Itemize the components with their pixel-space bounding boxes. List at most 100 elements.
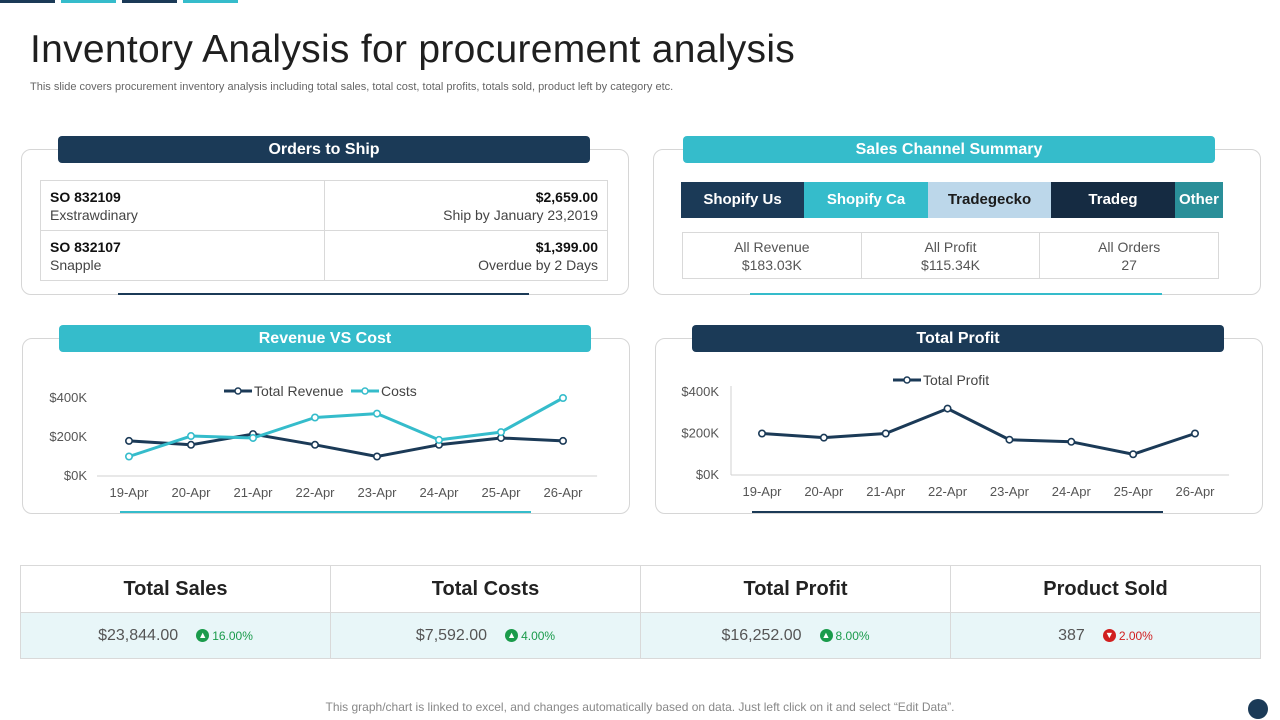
y-tick-label: $400K [49, 390, 87, 405]
profit-heading: Total Profit [692, 325, 1224, 352]
arrow-up-icon: ▲ [196, 629, 210, 642]
order-id: SO 832109 [50, 188, 121, 205]
channels-panel [653, 149, 1261, 295]
top-accent-2 [61, 0, 116, 3]
data-point [558, 393, 567, 402]
legend-label: Costs [381, 383, 417, 399]
table-row[interactable]: SO 832107 Snapple $1,399.00 Overdue by 2… [40, 230, 608, 281]
y-tick-label: $200K [681, 426, 719, 441]
order-cell: SO 832107 Snapple [40, 230, 325, 281]
data-point [125, 452, 134, 461]
data-point [1129, 450, 1138, 459]
kpi-change-value: 16.00% [212, 628, 253, 643]
x-tick-label: 25-Apr [1114, 484, 1154, 499]
revenue-underline [120, 511, 531, 513]
data-point [881, 429, 890, 438]
arrow-down-icon: ▼ [1102, 629, 1116, 642]
data-point [1067, 437, 1076, 446]
data-point [187, 440, 196, 449]
data-point [1005, 435, 1014, 444]
data-point [249, 433, 258, 442]
data-point [943, 404, 952, 413]
stat-label: All Orders [1098, 239, 1161, 255]
channel-tabs: Shopify Us Shopify Ca Tradegecko Tradeg … [681, 182, 1223, 218]
x-tick-label: 20-Apr [171, 485, 211, 500]
tab-other[interactable]: Other [1175, 182, 1223, 218]
x-tick-label: 20-Apr [804, 484, 844, 499]
legend-marker [903, 376, 911, 384]
tab-tradegecko[interactable]: Tradegecko [928, 182, 1051, 218]
tab-tradeg[interactable]: Tradeg [1051, 182, 1175, 218]
kpi-value: 387 [1058, 626, 1085, 644]
x-tick-label: 22-Apr [928, 484, 968, 499]
x-tick-label: 23-Apr [990, 484, 1030, 499]
y-tick-label: $400K [681, 384, 719, 399]
data-point [757, 429, 766, 438]
x-tick-label: 21-Apr [233, 485, 273, 500]
revenue-panel [22, 338, 630, 514]
page-title: Inventory Analysis for procurement analy… [30, 28, 796, 71]
kpi-value-row: $23,844.00 ▲ 16.00% [21, 613, 330, 658]
order-id: SO 832107 [50, 238, 121, 255]
x-tick-label: 26-Apr [1175, 484, 1215, 499]
top-accent-4 [183, 0, 238, 3]
legend-label: Total Revenue [254, 383, 344, 399]
kpi-change-value: 4.00% [521, 628, 556, 643]
kpi-label: Total Profit [641, 566, 950, 613]
data-point [434, 435, 443, 444]
y-tick-label: $0K [64, 468, 87, 483]
kpi-total-profit: Total Profit $16,252.00 ▲ 8.00% [641, 566, 951, 658]
x-tick-label: 19-Apr [109, 485, 149, 500]
orders-heading: Orders to Ship [58, 136, 590, 163]
stat-orders: All Orders 27 [1040, 233, 1218, 278]
order-customer: Exstrawdinary [50, 206, 138, 223]
kpi-value: $16,252.00 [721, 626, 802, 644]
arrow-up-icon: ▲ [505, 629, 519, 642]
kpi-value-row: 387 ▼ 2.00% [951, 613, 1260, 658]
kpi-total-costs: Total Costs $7,592.00 ▲ 4.00% [331, 566, 641, 658]
corner-dot [1248, 699, 1268, 719]
kpi-table: Total Sales $23,844.00 ▲ 16.00% Total Cos… [20, 565, 1261, 659]
x-tick-label: 21-Apr [866, 484, 906, 499]
revenue-heading: Revenue VS Cost [59, 325, 591, 352]
order-status: Overdue by 2 Days [478, 256, 598, 273]
order-amount: $1,399.00 [535, 238, 598, 255]
stat-value: $115.34K [921, 257, 980, 273]
kpi-change: ▲ 16.00% [196, 629, 253, 643]
y-tick-label: $200K [49, 429, 87, 444]
kpi-product-sold: Product Sold 387 ▼ 2.00% [951, 566, 1260, 658]
order-amount-cell: $2,659.00 Ship by January 23,2019 [324, 180, 608, 231]
profit-underline [752, 511, 1163, 513]
kpi-change-value: 2.00% [1118, 628, 1153, 643]
kpi-value: $23,844.00 [98, 626, 179, 644]
order-cell: SO 832109 Exstrawdinary [40, 180, 325, 231]
tab-shopify-ca[interactable]: Shopify Ca [804, 182, 928, 218]
data-point [310, 413, 319, 422]
orders-underline [118, 293, 529, 295]
series-line [128, 432, 564, 458]
data-point [558, 436, 567, 445]
kpi-value-row: $7,592.00 ▲ 4.00% [331, 613, 640, 658]
x-tick-label: 19-Apr [742, 484, 782, 499]
x-tick-label: 25-Apr [481, 485, 521, 500]
order-amount: $2,659.00 [535, 188, 598, 205]
orders-table: SO 832109 Exstrawdinary $2,659.00 Ship b… [40, 180, 608, 281]
x-tick-label: 24-Apr [419, 485, 459, 500]
legend-label: Total Profit [923, 372, 989, 388]
table-row[interactable]: SO 832109 Exstrawdinary $2,659.00 Ship b… [40, 180, 608, 231]
legend-marker [361, 387, 369, 395]
profit-panel [655, 338, 1263, 514]
kpi-change: ▲ 4.00% [505, 629, 555, 643]
kpi-label: Total Sales [21, 566, 330, 613]
stat-profit: All Profit $115.34K [862, 233, 1041, 278]
footer-note: This graph/chart is linked to excel, and… [325, 700, 955, 714]
tab-shopify-us[interactable]: Shopify Us [681, 182, 804, 218]
stat-label: All Revenue [734, 239, 810, 255]
series-line [128, 396, 564, 458]
y-tick-label: $0K [696, 467, 719, 482]
channels-heading: Sales Channel Summary [683, 136, 1215, 163]
data-point [372, 452, 381, 461]
channels-underline [750, 293, 1162, 295]
